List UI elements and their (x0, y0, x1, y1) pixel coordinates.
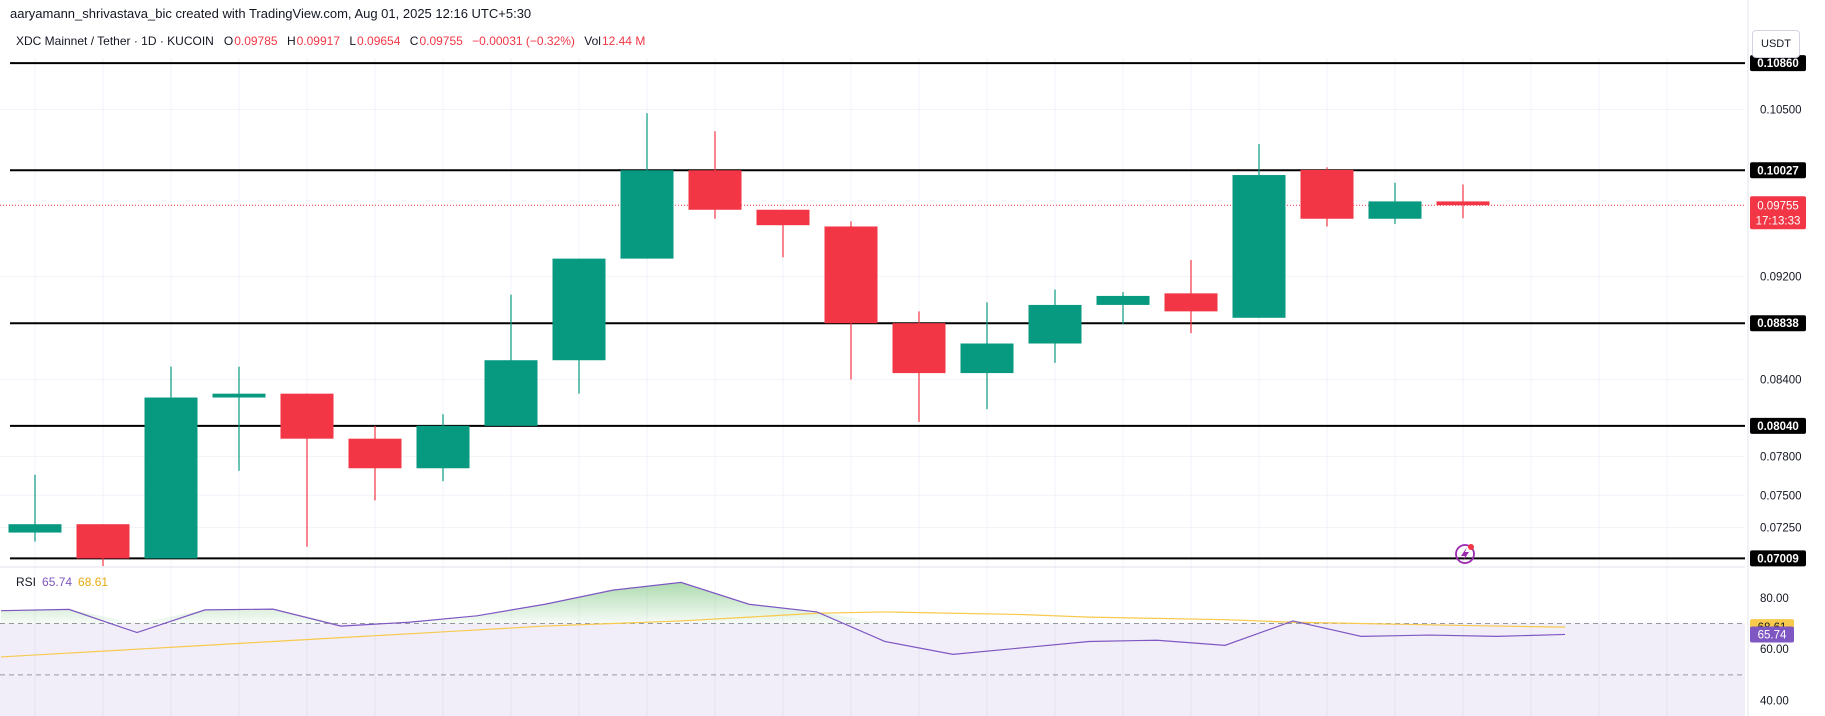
chart-credit: aaryamann_shrivastava_bic created with T… (10, 6, 532, 21)
level-label: 0.07009 (1757, 553, 1799, 565)
candle-body (1096, 295, 1150, 305)
last-price-label: 0.09755 (1757, 200, 1799, 212)
rsi-tick-label: 80.00 (1760, 593, 1789, 605)
candle-body (212, 393, 266, 398)
alert-icon[interactable] (1455, 544, 1475, 564)
symbol-legend[interactable]: XDC Mainnet / Tether · 1D · KUCOIN O0.09… (16, 34, 651, 48)
rsi-tick-label: 60.00 (1760, 644, 1789, 656)
candle-body (688, 170, 742, 210)
candle-body (1232, 175, 1286, 318)
candle-body (756, 209, 810, 226)
candle-body (824, 226, 878, 324)
rsi-value: 65.74 (42, 575, 73, 589)
rsi-tag-label: 65.74 (1758, 629, 1787, 641)
candle-body (280, 393, 334, 439)
candle-body (1368, 201, 1422, 219)
candle-body (348, 438, 402, 469)
candle-body (144, 397, 198, 559)
rsi-label: RSI (16, 575, 37, 589)
level-tag (1750, 417, 1806, 434)
candle-body (1300, 169, 1354, 219)
candles (8, 113, 1490, 566)
currency-button[interactable]: USDT (1752, 30, 1800, 58)
price-tick-label: 0.07500 (1760, 490, 1802, 502)
rsi-legend[interactable]: RSI 65.74 68.61 (16, 575, 108, 589)
level-label: 0.08838 (1757, 318, 1799, 330)
price-tick-label: 0.07250 (1760, 522, 1802, 534)
volume-value: 12.44 M (601, 34, 646, 48)
candle-body (1028, 304, 1082, 344)
level-tag (1750, 55, 1806, 72)
level-tag (1750, 315, 1806, 332)
open-value: 0.09785 (234, 34, 278, 48)
candle-body (552, 258, 606, 361)
candle-body (1436, 201, 1490, 206)
level-tag (1750, 550, 1806, 567)
volume-key: Vol (584, 34, 601, 48)
candle-body (1164, 293, 1218, 312)
close-value: 0.09755 (419, 34, 463, 48)
rsi-tag (1750, 626, 1794, 643)
level-label: 0.08040 (1757, 421, 1799, 433)
candle-body (76, 524, 130, 559)
countdown-label: 17:13:33 (1756, 215, 1801, 227)
candle-body (960, 343, 1014, 374)
level-label: 0.10027 (1757, 165, 1799, 177)
price-tick-label: 0.09200 (1760, 272, 1802, 284)
price-tick-label: 0.07800 (1760, 452, 1802, 464)
high-key: H (286, 34, 296, 48)
rsi-line (0, 581, 1566, 655)
level-label: 0.10860 (1757, 58, 1799, 70)
high-value: 0.09917 (296, 34, 340, 48)
rsi-pane (0, 581, 1745, 716)
rsi-ma-value: 68.61 (78, 575, 109, 589)
price-grid (0, 58, 1745, 716)
level-tag (1750, 162, 1806, 179)
rsi-tick-label: 40.00 (1760, 696, 1789, 708)
candle-body (484, 360, 538, 426)
candle-body (8, 524, 62, 533)
change-value: −0.00031 (−0.32%) (472, 34, 575, 48)
price-tick-label: 0.08400 (1760, 375, 1802, 387)
rsi-band (0, 623, 1745, 716)
low-value: 0.09654 (357, 34, 401, 48)
open-key: O (223, 34, 234, 48)
low-key: L (349, 34, 357, 48)
close-key: C (409, 34, 419, 48)
candle-body (892, 323, 946, 374)
symbol-title[interactable]: XDC Mainnet / Tether · 1D · KUCOIN (16, 34, 214, 48)
price-axis[interactable]: 0.10500 0.09200 0.08400 0.07800 0.07500 0.072… (1747, 0, 1806, 716)
candle-body (620, 170, 674, 259)
price-tick-label: 0.10500 (1760, 104, 1802, 116)
rsi-ma-line (0, 611, 1566, 658)
candle-body (416, 425, 470, 469)
last-price-tag (1750, 196, 1806, 230)
